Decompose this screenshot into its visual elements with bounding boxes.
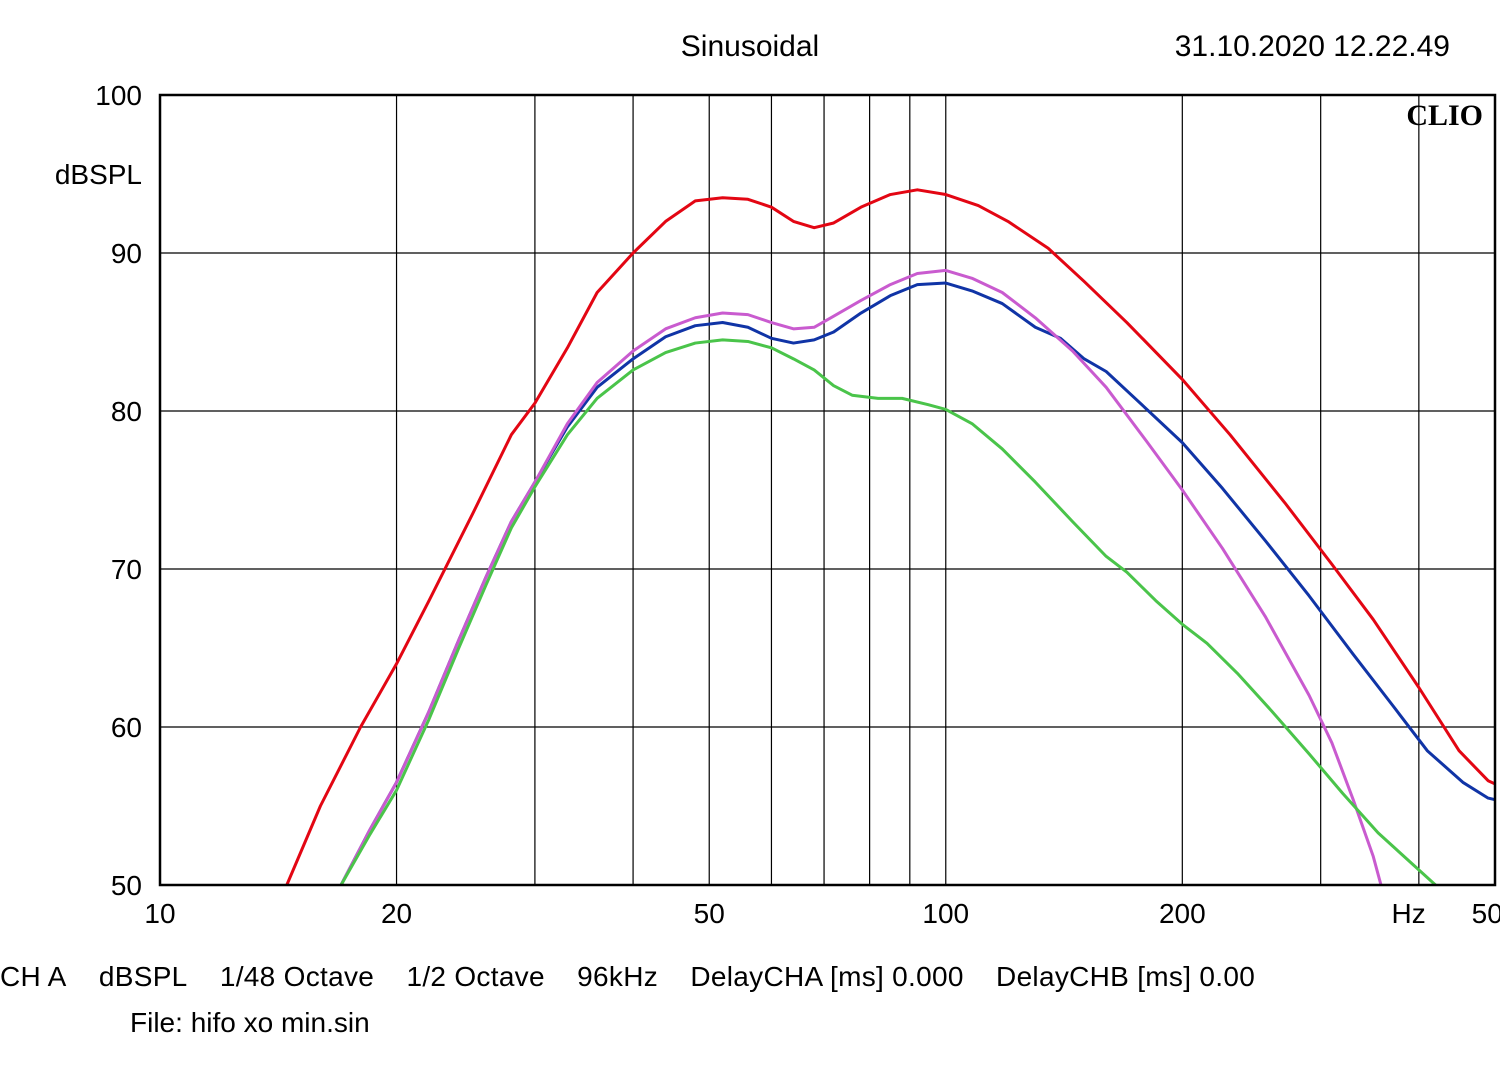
x-tick-label: 20 — [381, 898, 412, 929]
footer-file-prefix: File: — [130, 1007, 191, 1038]
x-tick-label: 10 — [144, 898, 175, 929]
footer-settings-line: CH A dBSPL 1/48 Octave 1/2 Octave 96kHz … — [0, 961, 1500, 993]
footer-file-line: File: hifo xo min.sin — [130, 1007, 1500, 1039]
y-tick-label: 50 — [111, 870, 142, 901]
chart-timestamp: 31.10.2020 12.22.49 — [1175, 30, 1450, 64]
y-tick-label: 70 — [111, 554, 142, 585]
y-tick-label: 100 — [95, 80, 142, 111]
y-unit-label: dBSPL — [55, 159, 142, 190]
y-tick-label: 90 — [111, 238, 142, 269]
chart-footer: CH A dBSPL 1/48 Octave 1/2 Octave 96kHz … — [0, 955, 1500, 1039]
clio-watermark: CLIO — [1406, 99, 1483, 132]
chart-header: Sinusoidal 31.10.2020 12.22.49 — [0, 30, 1500, 70]
x-tick-label: 50 — [694, 898, 725, 929]
x-tick-label: 100 — [922, 898, 969, 929]
chart-title: Sinusoidal — [681, 30, 819, 64]
chart-svg: 10 20 50 100 200 500 Hz 50 60 70 80 90 100 dBSPL CLIO — [0, 75, 1500, 945]
x-unit-label: Hz — [1392, 898, 1426, 929]
y-tick-label: 80 — [111, 396, 142, 427]
chart-plot: 10 20 50 100 200 500 Hz 50 60 70 80 90 100 dBSPL CLIO — [0, 75, 1500, 945]
x-tick-label: 200 — [1159, 898, 1206, 929]
x-tick-label: 500 — [1472, 898, 1500, 929]
y-tick-label: 60 — [111, 712, 142, 743]
footer-file-name: hifo xo min.sin — [191, 1007, 370, 1038]
